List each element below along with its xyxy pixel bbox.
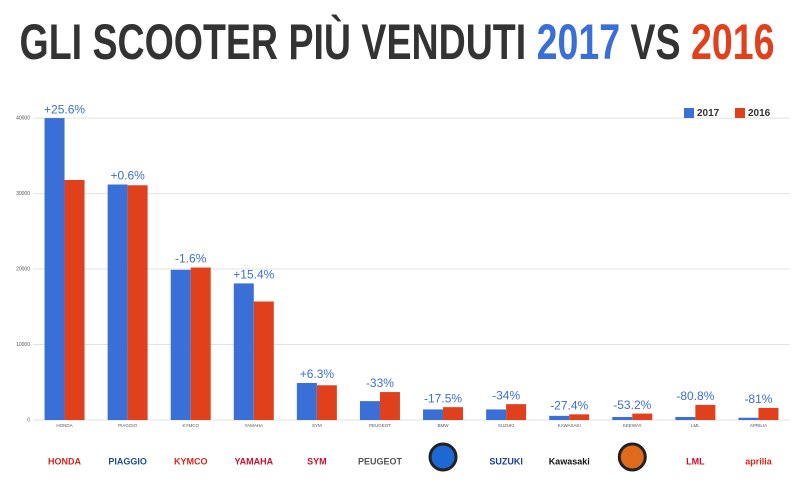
legend-label: 2017	[697, 108, 720, 119]
bar	[423, 409, 444, 420]
bar-annotation: +0.6%	[110, 169, 145, 183]
bar	[107, 184, 128, 420]
bar	[253, 301, 274, 420]
x-tick-label: BMW	[438, 423, 450, 428]
legend-label: 2016	[748, 108, 771, 119]
brand-logo: PIAGGIO	[108, 456, 147, 466]
bar	[316, 385, 337, 420]
y-tick-label: 10000	[16, 342, 30, 348]
brand-logo	[617, 442, 647, 472]
chart-title: GLI SCOOTER PIÙ VENDUTI 2017 VS 2016	[20, 14, 775, 70]
brand-logo: aprilia	[745, 456, 773, 466]
x-tick-label: KEEWAY	[623, 423, 642, 428]
legend-swatch	[735, 108, 745, 118]
title-part: 2016	[691, 14, 774, 70]
title-part: VS	[631, 14, 681, 70]
bar	[170, 269, 191, 420]
x-tick-label: KYMCO	[182, 423, 199, 428]
brand-logo: SYM	[307, 456, 327, 466]
bar-annotation: -80.8%	[676, 389, 714, 403]
bar	[758, 407, 779, 420]
x-tick-label: HONDA	[56, 423, 72, 428]
brand-logo	[428, 442, 458, 472]
bar-annotation: -81%	[744, 392, 772, 406]
bar-annotation: -34%	[492, 388, 520, 402]
bar	[486, 409, 507, 420]
title-part: 2017	[537, 14, 620, 70]
bar	[549, 415, 570, 420]
bar-annotation: -17.5%	[424, 391, 462, 405]
bar	[233, 283, 254, 420]
bar	[675, 416, 696, 420]
brand-logo: HONDA	[48, 456, 81, 466]
brand-logo: LML	[686, 456, 705, 466]
bar	[443, 407, 464, 420]
bar	[44, 118, 65, 420]
legend-swatch	[684, 108, 694, 118]
y-tick-label: 40000	[16, 115, 30, 121]
brand-logo: YAMAHA	[234, 456, 273, 466]
bar	[695, 404, 716, 420]
x-tick-label: APRILIA	[750, 423, 767, 428]
bar-annotation: -33%	[366, 376, 394, 390]
x-tick-label: PEUGEOT	[369, 423, 391, 428]
bar	[612, 416, 633, 420]
brand-logo: KYMCO	[174, 456, 208, 466]
bar-annotation: +25.6%	[44, 102, 85, 116]
title-part: GLI SCOOTER PIÙ VENDUTI	[20, 14, 527, 70]
x-tick-label: LML	[691, 423, 700, 428]
x-tick-label: SUZUKI	[498, 423, 515, 428]
bar	[190, 267, 211, 420]
bar	[379, 392, 400, 420]
bar-annotation: -27.4%	[550, 399, 588, 413]
x-tick-label: PIAGGIO	[118, 423, 138, 428]
brand-logo: Kawasaki	[549, 456, 590, 466]
bar	[296, 383, 317, 420]
brand-logo: SUZUKI	[489, 456, 523, 466]
bar-annotation: +6.3%	[300, 367, 335, 381]
x-tick-label: YAMAHA	[244, 423, 263, 428]
x-tick-label: SYM	[312, 423, 322, 428]
y-tick-label: 20000	[16, 266, 30, 272]
bar-annotation: -1.6%	[175, 252, 207, 266]
x-tick-label: KAWASAKI	[558, 423, 581, 428]
bar	[569, 414, 590, 420]
bar-annotation: -53.2%	[613, 398, 651, 412]
brand-logo: PEUGEOT	[358, 456, 403, 466]
bar	[359, 401, 380, 420]
y-tick-label: 0	[27, 417, 30, 423]
bar	[738, 417, 759, 420]
bar	[127, 185, 148, 420]
y-tick-label: 30000	[16, 191, 30, 197]
bar	[632, 413, 653, 420]
bar	[506, 404, 527, 420]
bar	[64, 179, 85, 420]
bar-annotation: +15.4%	[233, 268, 274, 282]
